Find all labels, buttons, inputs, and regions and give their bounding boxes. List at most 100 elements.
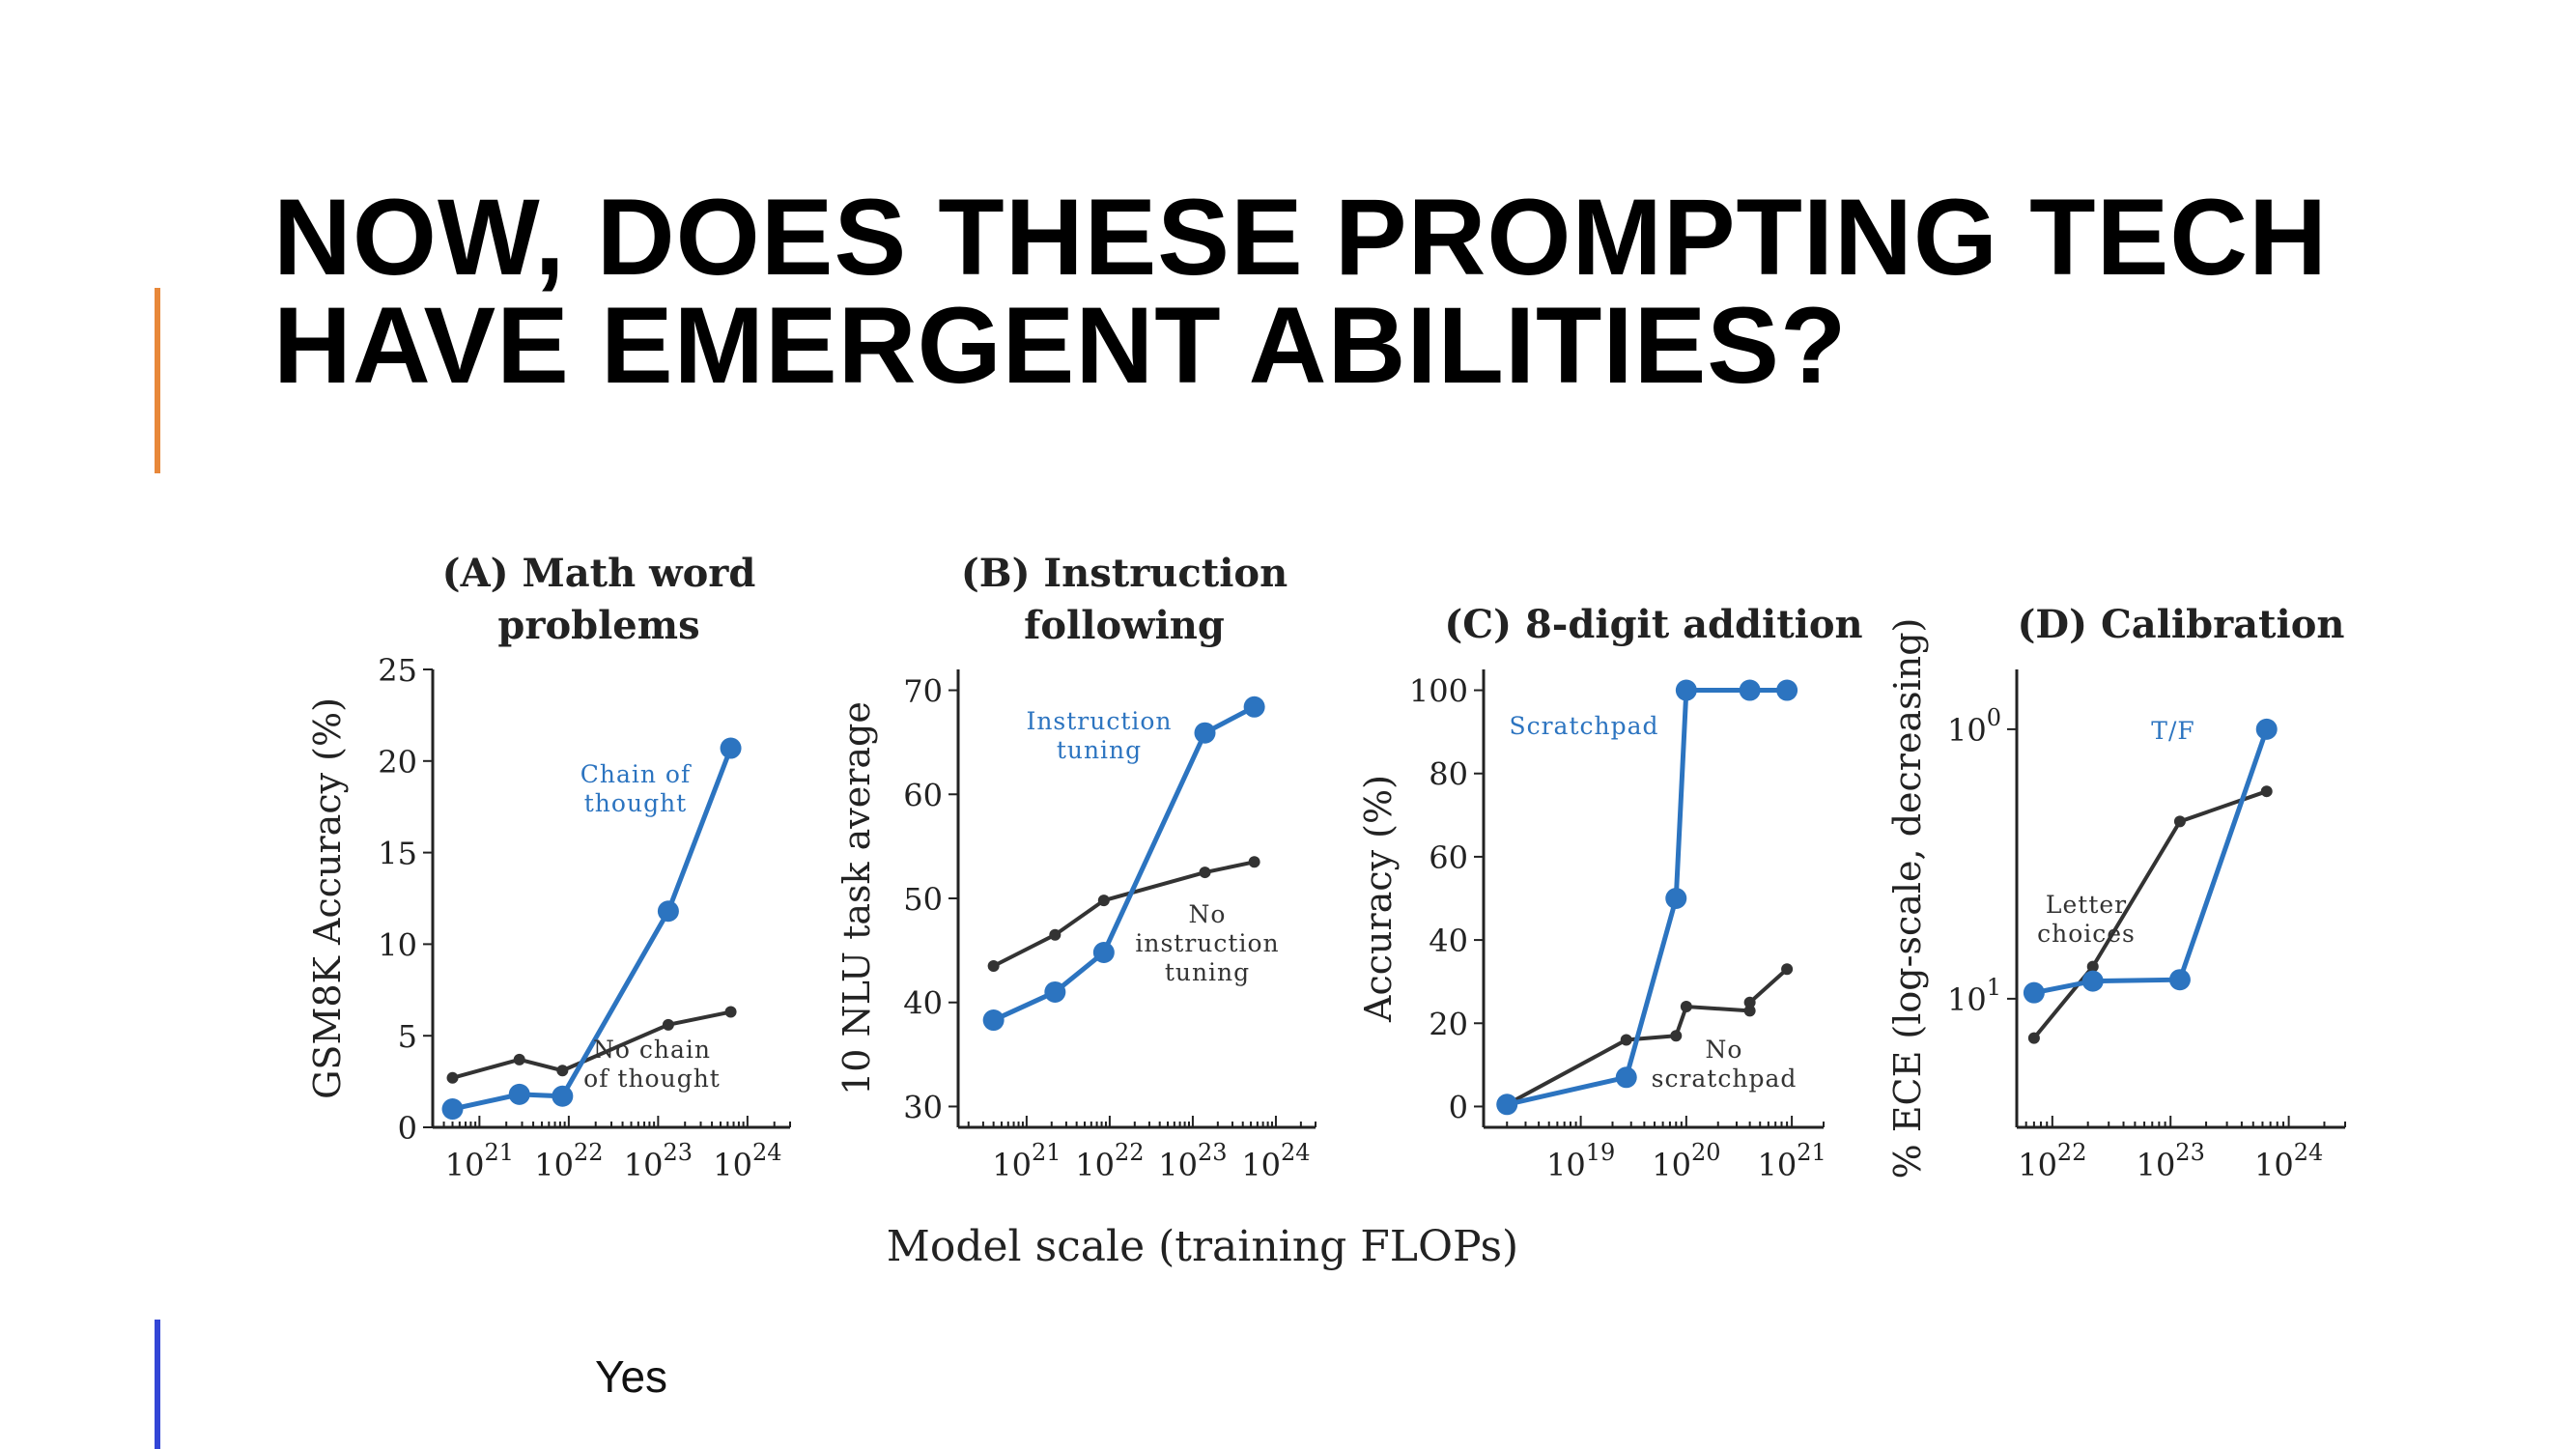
- series-line-blue: [1506, 688, 1788, 1107]
- x-tick-label-exp: 23: [663, 1139, 693, 1166]
- x-tick-label-exp: 22: [2057, 1139, 2087, 1166]
- y-axis-label: Accuracy (%): [1357, 775, 1400, 1023]
- data-point-dark: [1199, 867, 1211, 879]
- data-point-dark: [2027, 1032, 2040, 1044]
- data-point-blue: [2255, 718, 2278, 740]
- y-tick-label: 25: [378, 652, 417, 689]
- data-point-dark: [1781, 963, 1794, 976]
- x-tick-label-base: 10: [713, 1147, 752, 1183]
- data-point-dark: [1743, 1005, 1756, 1017]
- y-tick-label: 100: [1947, 704, 2001, 749]
- y-tick-label: 40: [903, 985, 943, 1022]
- x-tick-label: 1023: [2137, 1139, 2205, 1183]
- data-point-blue: [441, 1098, 464, 1121]
- x-tick-label-base: 10: [1757, 1147, 1797, 1183]
- data-point-blue: [1243, 696, 1265, 718]
- data-point-dark: [1743, 996, 1756, 1009]
- data-point-dark: [987, 960, 1000, 973]
- data-point-blue: [1496, 1094, 1518, 1116]
- series-label-line: scratchpad: [1652, 1065, 1798, 1093]
- y-tick-label-base: 10: [1947, 981, 1987, 1018]
- y-tick-label-exp: 0: [1987, 704, 2001, 731]
- data-point-blue: [1194, 722, 1216, 744]
- y-tick-label: 70: [903, 673, 943, 710]
- data-point-dark: [2086, 960, 2099, 973]
- x-tick-label-exp: 21: [1797, 1139, 1826, 1166]
- x-tick-label-exp: 24: [2294, 1139, 2324, 1166]
- accent-bar-orange: [155, 288, 160, 473]
- y-tick-label: 101: [1947, 974, 2001, 1018]
- answer-text: Yes: [595, 1351, 668, 1402]
- x-tick-label-base: 10: [1158, 1147, 1198, 1183]
- x-tick-label: 1022: [2018, 1139, 2086, 1183]
- y-tick-label: 0: [1449, 1089, 1468, 1125]
- data-point-dark: [556, 1065, 569, 1077]
- data-point-dark: [1248, 856, 1260, 868]
- data-point-blue: [1092, 942, 1115, 964]
- x-tick-label-base: 10: [1652, 1147, 1691, 1183]
- x-tick-label-base: 10: [1075, 1147, 1115, 1183]
- data-point-blue: [1665, 888, 1687, 909]
- data-point-dark: [1049, 928, 1062, 941]
- series-label-line: No: [1189, 900, 1227, 928]
- series-label-line: Scratchpad: [1509, 712, 1658, 740]
- series-label-line: Chain of: [580, 760, 692, 788]
- x-tick-label: 1024: [2254, 1139, 2323, 1183]
- x-tick-label-base: 10: [534, 1147, 574, 1183]
- x-tick-label: 1023: [624, 1139, 693, 1183]
- data-point-dark: [2260, 785, 2273, 798]
- slide-title-line-1: NOW, DOES THESE PROMPTING TECH: [273, 177, 2329, 298]
- x-tick-label: 1019: [1546, 1139, 1615, 1183]
- y-tick-label: 5: [398, 1018, 417, 1055]
- y-tick-label: 0: [398, 1110, 417, 1147]
- y-tick-label: 100: [1409, 673, 1468, 710]
- accent-bar-blue: [155, 1320, 160, 1449]
- chart-title-line-1: (D) Calibration: [2017, 602, 2344, 647]
- chart-title-line-2: following: [1024, 603, 1225, 648]
- y-axis-label: GSM8K Accuracy (%): [306, 697, 349, 1099]
- y-tick-label: 40: [1429, 923, 1468, 959]
- x-tick-label-base: 10: [992, 1147, 1032, 1183]
- data-point-dark: [662, 1018, 674, 1031]
- x-tick-label: 1021: [992, 1139, 1061, 1183]
- data-point-blue: [1675, 679, 1697, 701]
- data-point-blue: [552, 1085, 574, 1107]
- data-point-dark: [2173, 815, 2186, 828]
- y-axis-label: % ECE (log-scale, decreasing): [1886, 618, 1929, 1179]
- data-point-blue: [1615, 1066, 1637, 1089]
- x-tick-label-exp: 21: [1032, 1139, 1062, 1166]
- x-tick-label-base: 10: [445, 1147, 485, 1183]
- data-point-dark: [1097, 895, 1110, 907]
- x-tick-label-base: 10: [1241, 1147, 1281, 1183]
- emergent-abilities-figure: Model scale (training FLOPs) (A) Math wo…: [306, 551, 2346, 1271]
- x-tick-label: 1022: [534, 1139, 603, 1183]
- y-tick-label-base: 10: [1947, 712, 1987, 749]
- chart-title-line-2: problems: [497, 603, 699, 648]
- y-tick-label: 15: [378, 836, 417, 872]
- data-point-blue: [1739, 679, 1761, 701]
- x-tick-label-base: 10: [624, 1147, 664, 1183]
- x-tick-label: 1024: [1241, 1139, 1310, 1183]
- series-label-line: of thought: [583, 1065, 721, 1093]
- x-tick-label-exp: 22: [574, 1139, 604, 1166]
- series-label-line: T/F: [2151, 717, 2194, 745]
- data-point-dark: [513, 1053, 525, 1065]
- series-label-line: Letter: [2046, 891, 2127, 919]
- data-point-blue: [1044, 980, 1066, 1003]
- x-tick-label-base: 10: [1546, 1147, 1586, 1183]
- x-tick-label-base: 10: [2137, 1147, 2176, 1183]
- data-point-dark: [724, 1006, 737, 1018]
- y-tick-label: 10: [378, 926, 417, 963]
- x-tick-label-exp: 23: [1198, 1139, 1228, 1166]
- x-tick-label-base: 10: [2018, 1147, 2057, 1183]
- series-label-line: tuning: [1165, 958, 1250, 986]
- data-point-dark: [1620, 1034, 1632, 1046]
- series-label-line: instruction: [1135, 929, 1279, 957]
- x-tick-label: 1024: [713, 1139, 781, 1183]
- y-tick-label: 60: [1429, 839, 1468, 876]
- data-point-blue: [657, 900, 679, 923]
- y-tick-label: 50: [903, 881, 943, 918]
- chart-title-line-1: (B) Instruction: [961, 551, 1288, 596]
